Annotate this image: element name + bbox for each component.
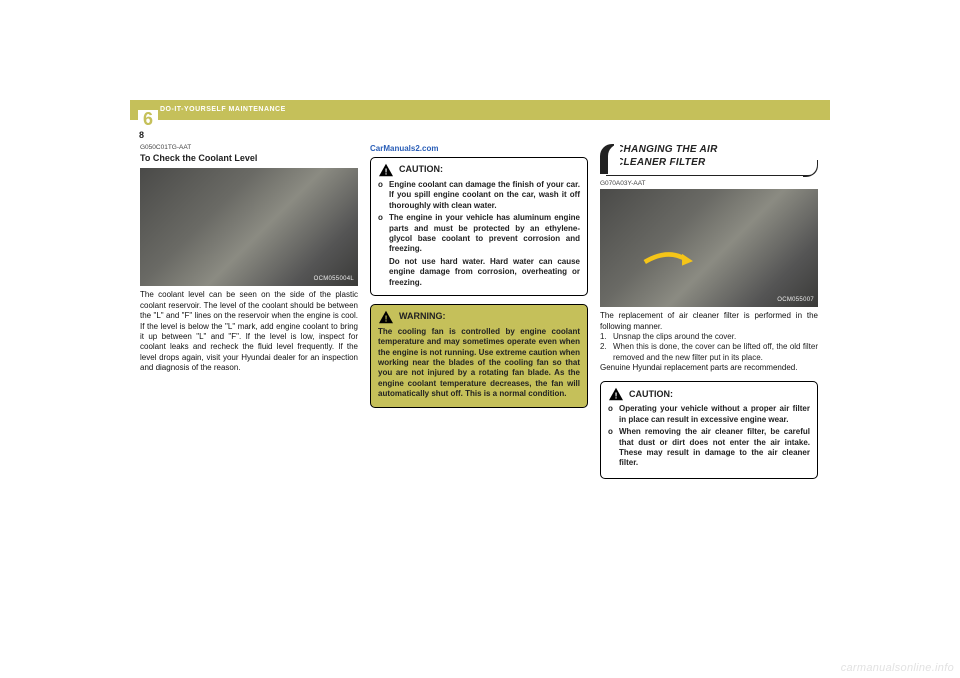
column-1: G050C01TG-AAT To Check the Coolant Level… <box>140 144 358 487</box>
column-2: CarManuals2.com ! CAUTION: oEngine coola… <box>370 144 588 487</box>
caution-list: oOperating your vehicle without a proper… <box>608 404 810 468</box>
chapter-number: 6 <box>138 110 158 128</box>
step-text: When this is done, the cover can be lift… <box>613 342 818 363</box>
ref-code: G070A03Y-AAT <box>600 180 818 188</box>
sub-heading-coolant: To Check the Coolant Level <box>140 153 358 164</box>
section-underline <box>606 162 818 176</box>
arrow-icon <box>640 252 695 272</box>
warning-title: WARNING: <box>399 311 446 322</box>
svg-text:!: ! <box>385 167 388 177</box>
chapter-title: DO-IT-YOURSELF MAINTENANCE <box>160 106 286 113</box>
caution-title: CAUTION: <box>629 389 673 400</box>
photo-code: OCM055004L <box>314 276 354 284</box>
content-columns: G050C01TG-AAT To Check the Coolant Level… <box>140 144 820 487</box>
body-text-coolant: The coolant level can be seen on the sid… <box>140 290 358 373</box>
caution-triangle-icon: ! <box>378 163 394 177</box>
caution-item-text: Engine coolant can damage the finish of … <box>389 180 580 211</box>
photo-code: OCM055007 <box>777 297 814 305</box>
photo-air-cleaner: OCM055007 <box>600 189 818 307</box>
watermark: carmanualsonline.info <box>841 662 954 674</box>
svg-text:!: ! <box>385 314 388 324</box>
caution-list: oEngine coolant can damage the finish of… <box>378 180 580 255</box>
caution-item-text: The engine in your vehicle has aluminum … <box>389 213 580 255</box>
manual-page: 6 DO-IT-YOURSELF MAINTENANCE 8 G050C01TG… <box>130 100 830 598</box>
caution-triangle-icon: ! <box>608 387 624 401</box>
trailer-text: Genuine Hyundai replacement parts are re… <box>600 363 818 373</box>
caution-trailer: Do not use hard water. Hard water can ca… <box>378 257 580 288</box>
caution-item-text: Operating your vehicle without a proper … <box>619 404 810 425</box>
warning-header: ! WARNING: <box>378 310 580 324</box>
site-link: CarManuals2.com <box>370 144 588 154</box>
ref-code: G050C01TG-AAT <box>140 144 358 152</box>
caution-item: oThe engine in your vehicle has aluminum… <box>378 213 580 255</box>
warning-box-fan: ! WARNING: The cooling fan is controlled… <box>370 304 588 408</box>
step-text: Unsnap the clips around the cover. <box>613 332 736 342</box>
warning-triangle-icon: ! <box>378 310 394 324</box>
step-item: 1.Unsnap the clips around the cover. <box>600 332 818 342</box>
caution-item-text: When removing the air cleaner filter, be… <box>619 427 810 469</box>
caution-item: oOperating your vehicle without a proper… <box>608 404 810 425</box>
section-heading-line1: CHANGING THE AIR <box>616 144 718 157</box>
svg-text:!: ! <box>615 391 618 401</box>
photo-coolant-reservoir: OCM055004L <box>140 168 358 286</box>
column-3: CHANGING THE AIR CLEANER FILTER G070A03Y… <box>600 144 818 487</box>
page-number: 8 <box>139 130 144 140</box>
steps-list: 1.Unsnap the clips around the cover. 2.W… <box>600 332 818 363</box>
warning-text: The cooling fan is controlled by engine … <box>378 327 580 400</box>
step-item: 2.When this is done, the cover can be li… <box>600 342 818 363</box>
caution-title: CAUTION: <box>399 164 443 175</box>
caution-box-air-filter: ! CAUTION: oOperating your vehicle witho… <box>600 381 818 478</box>
caution-item: oWhen removing the air cleaner filter, b… <box>608 427 810 469</box>
caution-header: ! CAUTION: <box>608 387 810 401</box>
caution-box-coolant: ! CAUTION: oEngine coolant can damage th… <box>370 157 588 296</box>
intro-text-air-cleaner: The replacement of air cleaner filter is… <box>600 311 818 332</box>
caution-item: oEngine coolant can damage the finish of… <box>378 180 580 211</box>
caution-header: ! CAUTION: <box>378 163 580 177</box>
